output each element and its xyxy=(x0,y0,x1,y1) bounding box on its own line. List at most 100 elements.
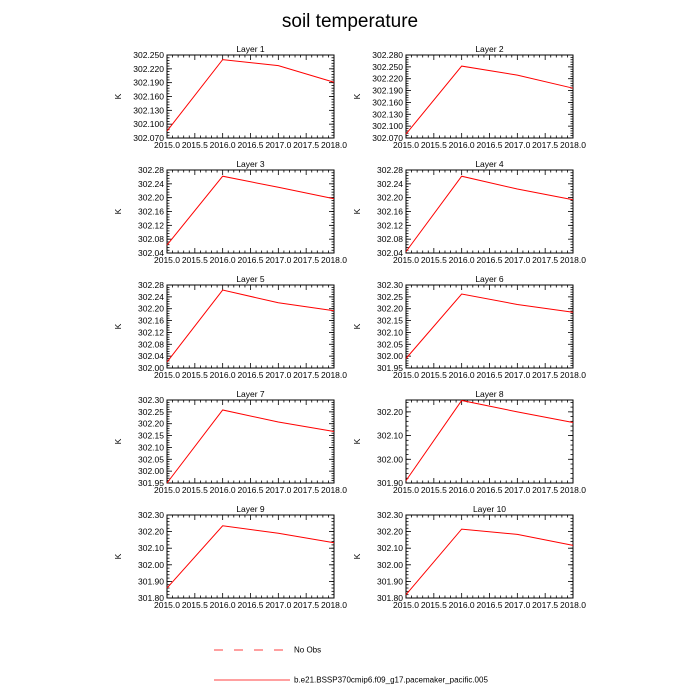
panel-2-ylabel: K xyxy=(352,93,362,99)
panel-4-xtick-label: 2016.5 xyxy=(477,255,503,265)
panel-3-xtick-label: 2017.0 xyxy=(265,255,291,265)
panel-7-xtick-label: 2016.0 xyxy=(210,485,236,495)
panel-3-xtick-label: 2015.5 xyxy=(182,255,208,265)
panel-3-xtick-label: 2018.0 xyxy=(321,255,347,265)
panel-1-ytick-label: 302.130 xyxy=(133,105,164,115)
panel-5-series-line xyxy=(166,289,335,363)
panel-4-ytick-label: 302.08 xyxy=(377,234,403,244)
panel-3-ytick-label: 302.12 xyxy=(138,220,164,230)
panel-2-series-line xyxy=(405,65,574,135)
panel-10-ytick-label: 302.20 xyxy=(377,527,403,537)
panel-7-frame xyxy=(166,399,335,484)
panel-1-ytick-label: 302.250 xyxy=(133,50,164,60)
panel-10-xtick-label: 2015.0 xyxy=(393,600,419,610)
panel-10-ylabel: K xyxy=(352,553,362,559)
panel-4-xtick-label: 2015.5 xyxy=(421,255,447,265)
panel-10-ytick-label: 302.30 xyxy=(377,510,403,520)
panel-1-ytick-label: 302.100 xyxy=(133,119,164,129)
panel-4-xtick-label: 2016.0 xyxy=(449,255,475,265)
panel-9-ytick-label: 301.90 xyxy=(138,576,164,586)
panel-2-ytick-label: 302.160 xyxy=(372,97,403,107)
panel-3-ytick-label: 302.04 xyxy=(138,248,164,258)
panel-4-xtick-label: 2018.0 xyxy=(560,255,586,265)
panel-3-xtick-label: 2016.0 xyxy=(210,255,236,265)
panel-7-ytick-label: 302.20 xyxy=(138,419,164,429)
panel-7-ytick-label: 301.95 xyxy=(138,478,164,488)
panel-3-xtick-label: 2017.5 xyxy=(293,255,319,265)
panel-3-ytick-label: 302.20 xyxy=(138,193,164,203)
panel-8-xtick-label: 2016.0 xyxy=(449,485,475,495)
panel-3-ytick-label: 302.16 xyxy=(138,207,164,217)
panel-7-series-line xyxy=(166,409,335,484)
panel-1-xtick-label: 2016.5 xyxy=(238,140,264,150)
legend-label-model-run: b.e21.BSSP370cmip6.f09_g17.pacemaker_pac… xyxy=(294,676,488,685)
panel-10-ytick-label: 302.00 xyxy=(377,560,403,570)
legend-label-no-obs: No Obs xyxy=(294,646,321,655)
panel-5-xtick-label: 2017.5 xyxy=(293,370,319,380)
panel-6-ytick-label: 302.15 xyxy=(377,316,403,326)
panel-8-title: Layer 8 xyxy=(475,389,504,399)
panel-8-xtick-label: 2017.0 xyxy=(504,485,530,495)
panel-6-xtick-label: 2015.5 xyxy=(421,370,447,380)
panel-8-ytick-label: 302.00 xyxy=(377,454,403,464)
panel-2-ytick-label: 302.220 xyxy=(372,74,403,84)
panel-1-frame xyxy=(166,54,335,139)
panel-9-ytick-label: 302.10 xyxy=(138,543,164,553)
panel-9-title: Layer 9 xyxy=(236,504,265,514)
panel-7-ytick-label: 302.25 xyxy=(138,407,164,417)
panel-4-xtick-label: 2017.5 xyxy=(532,255,558,265)
panel-4-ytick-label: 302.24 xyxy=(377,179,403,189)
panel-6-xtick-label: 2015.0 xyxy=(393,370,419,380)
panel-4-title: Layer 4 xyxy=(475,159,504,169)
panel-4-xtick-label: 2015.0 xyxy=(393,255,419,265)
panel-10-xtick-label: 2015.5 xyxy=(421,600,447,610)
panel-6-xtick-label: 2018.0 xyxy=(560,370,586,380)
panel-5-xtick-label: 2017.0 xyxy=(265,370,291,380)
panel-4-series-line xyxy=(405,175,574,252)
panel-9-ytick-label: 302.00 xyxy=(138,560,164,570)
panel-3-ytick-label: 302.28 xyxy=(138,165,164,175)
panel-10-xtick-label: 2018.0 xyxy=(560,600,586,610)
panel-4-ylabel: K xyxy=(352,208,362,214)
panel-7-xtick-label: 2017.5 xyxy=(293,485,319,495)
panel-1-ytick-label: 302.190 xyxy=(133,78,164,88)
panel-8-frame xyxy=(405,399,574,484)
panel-2-xtick-label: 2016.0 xyxy=(449,140,475,150)
panel-7-xtick-label: 2015.5 xyxy=(182,485,208,495)
panel-9-frame xyxy=(166,514,335,599)
panel-5-ytick-label: 302.12 xyxy=(138,327,164,337)
panel-5-frame xyxy=(166,284,335,369)
panel-8-ytick-label: 301.90 xyxy=(377,478,403,488)
panel-2-xtick-label: 2015.0 xyxy=(393,140,419,150)
panel-6-ylabel: K xyxy=(352,323,362,329)
panel-7-xtick-label: 2017.0 xyxy=(265,485,291,495)
panel-8-ytick-label: 302.10 xyxy=(377,431,403,441)
panel-1-ytick-label: 302.220 xyxy=(133,64,164,74)
panel-1-series-line xyxy=(166,59,335,132)
panel-7-title: Layer 7 xyxy=(236,389,265,399)
panel-6-ytick-label: 302.25 xyxy=(377,292,403,302)
panel-1-title: Layer 1 xyxy=(236,44,265,54)
panel-1-ytick-label: 302.160 xyxy=(133,92,164,102)
panel-6-xtick-label: 2017.5 xyxy=(532,370,558,380)
panel-6-xtick-label: 2016.5 xyxy=(477,370,503,380)
panel-2-ytick-label: 302.070 xyxy=(372,133,403,143)
panel-9-xtick-label: 2018.0 xyxy=(321,600,347,610)
panel-9-xtick-label: 2016.5 xyxy=(238,600,264,610)
panel-10-xtick-label: 2017.0 xyxy=(504,600,530,610)
chart-title: soil temperature xyxy=(282,11,418,32)
panel-7-ytick-label: 302.15 xyxy=(138,431,164,441)
panel-10-frame xyxy=(405,514,574,599)
panel-8-ytick-label: 302.20 xyxy=(377,407,403,417)
panel-4-ytick-label: 302.12 xyxy=(377,220,403,230)
panel-5-xtick-label: 2016.0 xyxy=(210,370,236,380)
panel-3-xtick-label: 2015.0 xyxy=(154,255,180,265)
panel-6-ytick-label: 302.20 xyxy=(377,304,403,314)
